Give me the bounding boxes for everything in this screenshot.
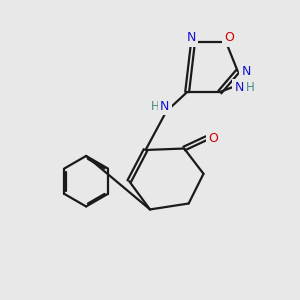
Text: N: N: [160, 100, 170, 112]
Text: N: N: [241, 65, 251, 78]
Text: O: O: [224, 32, 234, 44]
Text: N: N: [235, 81, 244, 94]
Text: H: H: [151, 100, 159, 112]
Text: N: N: [187, 32, 196, 44]
Text: H: H: [246, 81, 254, 94]
Text: O: O: [208, 132, 218, 145]
